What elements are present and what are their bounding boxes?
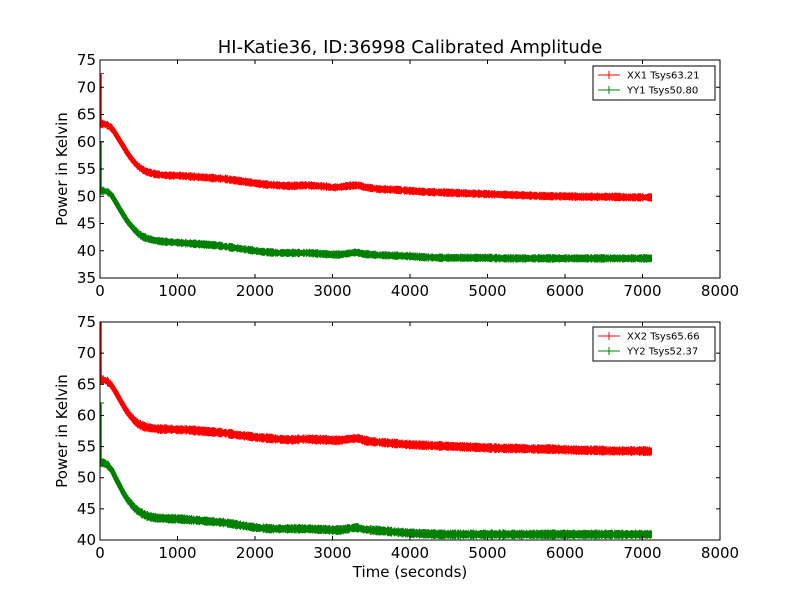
y-tick-label: 50 [77,469,96,487]
y-tick-label: 45 [77,500,96,518]
x-tick-label: 6000 [546,282,584,300]
x-tick-label: 7000 [623,544,661,562]
top-panel: 0 1000 2000 3000 4000 5000 6000 7000 8000 35 40 45 5… [53,51,739,300]
series-1-group [100,322,652,457]
legend-label: YY1 Tsys50.80 [626,86,698,97]
y-tick-label: 55 [77,160,96,178]
legend: XX2 Tsys65.66 YY2 Tsys52.37 [592,326,716,362]
legend-label: XX1 Tsys63.21 [627,71,700,82]
legend: XX1 Tsys63.21 YY1 Tsys50.80 [592,65,716,101]
y-tick-label: 70 [77,344,96,362]
chart-title: HI-Katie36, ID:36998 Calibrated Amplitud… [218,37,603,58]
y-tick-label: 75 [77,313,96,331]
y-tick-label: 40 [77,531,96,549]
y-tick-label: 65 [77,375,96,393]
x-tick-label: 7000 [623,282,661,300]
x-tick-label: 8000 [701,282,739,300]
x-tick-label: 3000 [313,282,351,300]
y-axis-label: Power in Kelvin [53,112,71,226]
x-tick-label: 3000 [313,544,351,562]
y-tick-label: 55 [77,438,96,456]
series-1-line [100,377,652,455]
y-axis-label: Power in Kelvin [53,374,71,488]
x-tick-label: 4000 [391,544,429,562]
x-tick-label: 5000 [468,544,506,562]
y-tick-label: 35 [77,269,96,287]
x-axis-label: Time (seconds) [352,563,468,581]
series-1-group [100,73,652,202]
legend-box [592,326,716,362]
x-tick-label: 0 [95,282,105,300]
y-tick-label: 60 [77,406,96,424]
series-1-line [100,121,652,200]
y-tick-label: 75 [77,51,96,69]
y-tick-label: 45 [77,215,96,233]
x-tick-label: 2000 [236,544,274,562]
bottom-panel: 0 1000 2000 3000 4000 5000 6000 7000 8000 40 45 50 5… [53,313,739,562]
series-2-line [100,460,652,537]
x-tick-label: 8000 [701,544,739,562]
x-tick-label: 4000 [391,282,429,300]
series-2-group [100,141,652,263]
legend-label: YY2 Tsys52.37 [626,347,698,358]
x-tick-label: 1000 [158,544,196,562]
y-tick-label: 65 [77,106,96,124]
x-tick-label: 1000 [158,282,196,300]
series-2-group [100,402,652,540]
x-tick-label: 5000 [468,282,506,300]
y-tick-label: 60 [77,133,96,151]
y-tick-label: 40 [77,242,96,260]
y-tick-label: 70 [77,78,96,96]
y-tick-label: 50 [77,187,96,205]
series-2-line [100,188,652,261]
x-tick-label: 2000 [236,282,274,300]
x-tick-label: 0 [95,544,105,562]
legend-label: XX2 Tsys65.66 [627,332,700,343]
x-tick-label: 6000 [546,544,584,562]
legend-box [592,65,716,101]
